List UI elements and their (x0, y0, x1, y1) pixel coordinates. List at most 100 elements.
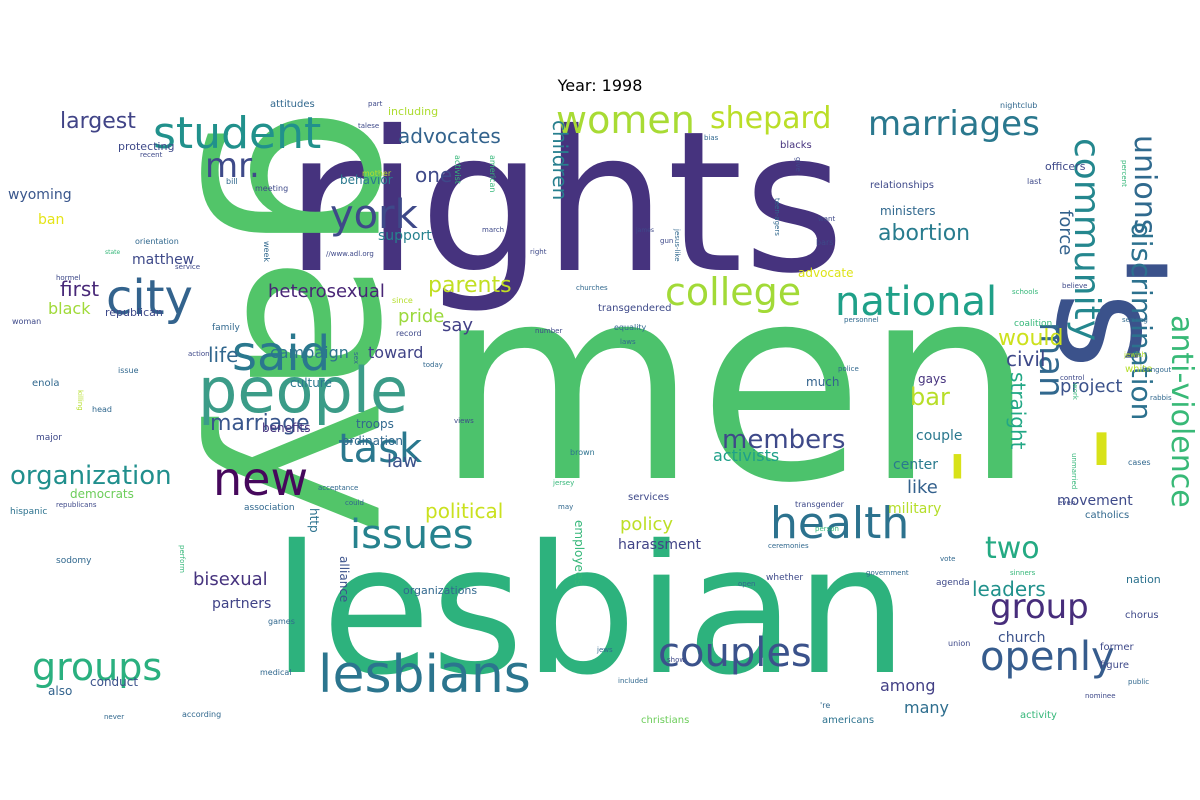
word: activity (1020, 710, 1057, 721)
word: unions (1127, 135, 1162, 234)
word: may (558, 503, 573, 511)
word: marriage (210, 411, 310, 436)
word: woman (12, 317, 41, 326)
word: openly (980, 634, 1115, 680)
word: alliance (337, 556, 351, 602)
word: chorus (1125, 610, 1159, 621)
word: never (104, 713, 124, 721)
word: control (1060, 374, 1084, 382)
word: support (378, 228, 432, 244)
word: women (556, 98, 695, 142)
word: project (1060, 376, 1122, 397)
word: issues (350, 512, 474, 558)
word: agenda (936, 578, 970, 588)
word: transgender (795, 500, 845, 509)
word: democrats (70, 487, 134, 501)
word: bill (226, 177, 238, 186)
word: jersey (552, 479, 574, 487)
word: advocate (798, 266, 853, 280)
word: major (36, 433, 62, 443)
word: attitudes (270, 99, 315, 110)
word: last (1027, 177, 1041, 186)
word: record (396, 329, 422, 338)
word: man (1031, 322, 1071, 398)
word: acceptance (318, 484, 358, 492)
word: health (770, 498, 909, 549)
word: ceremonies (768, 542, 809, 550)
word: protecting (118, 140, 174, 153)
word: harassment (618, 537, 701, 553)
word: whether (766, 573, 803, 583)
word: couples (658, 630, 812, 676)
word: new (213, 452, 308, 506)
word: ministers (880, 204, 936, 218)
word: blacks (780, 140, 812, 151)
word: relationships (870, 180, 934, 191)
word: american (488, 155, 497, 193)
word: civil (1006, 347, 1046, 371)
word: service (175, 263, 200, 271)
word: organizations (403, 584, 477, 597)
word: lesbian (272, 507, 908, 714)
word: talese (358, 122, 379, 130)
word: hormel (56, 274, 81, 282)
word: nightclub (1000, 101, 1037, 110)
word: killing (76, 390, 84, 411)
word: wyoming (8, 187, 72, 203)
word: bias (704, 134, 719, 142)
word: gun (660, 237, 673, 245)
word: hangout (1142, 366, 1171, 374)
word: orientation (135, 237, 179, 246)
word: say (442, 315, 473, 336)
word: jews (596, 646, 613, 654)
word: hispanic (10, 507, 47, 517)
word: force (1055, 210, 1076, 255)
word: employees (572, 520, 586, 585)
word: officers (1045, 160, 1086, 173)
word: meeting (255, 184, 288, 193)
word: could (345, 499, 364, 507)
word: believe (1062, 282, 1087, 290)
word: anti-violence (1164, 315, 1199, 508)
word: largest (60, 109, 136, 134)
word: ban (38, 212, 64, 228)
word: matthew (132, 252, 194, 268)
word: benefits (262, 421, 311, 435)
word: churches (576, 284, 608, 292)
word: head (92, 405, 112, 414)
word: unmarried (1070, 453, 1078, 489)
word: ' (945, 437, 970, 542)
word: 're (820, 701, 830, 710)
word: partners (212, 596, 271, 612)
word: march (482, 226, 504, 234)
word: military (888, 501, 941, 517)
word: james (635, 227, 654, 234)
word: want (818, 215, 835, 223)
word: christians (641, 715, 689, 726)
word: coalition (1014, 319, 1052, 329)
page-title: Year: 1998 (557, 76, 643, 95)
word: schools (1012, 288, 1038, 296)
word: police (838, 365, 859, 373)
word: gays (918, 372, 946, 386)
word: first (60, 277, 99, 301)
word: figure (1100, 660, 1129, 671)
word: perform (178, 545, 186, 573)
word: among (880, 676, 935, 695)
word: also (48, 684, 72, 698)
word: since (392, 296, 413, 305)
word: activists (713, 446, 779, 465)
word: sodomy (56, 556, 92, 566)
word: nation (1126, 573, 1161, 586)
word: bisexual (193, 569, 268, 590)
word: political (425, 499, 503, 523)
word: center (893, 457, 938, 473)
word: group (990, 587, 1089, 627)
word: ' (1085, 410, 1118, 549)
word: medical (260, 668, 292, 677)
word: jesus-like (673, 228, 681, 262)
word: open (738, 580, 755, 588)
word: couple (916, 428, 963, 444)
word: former (1100, 642, 1134, 653)
